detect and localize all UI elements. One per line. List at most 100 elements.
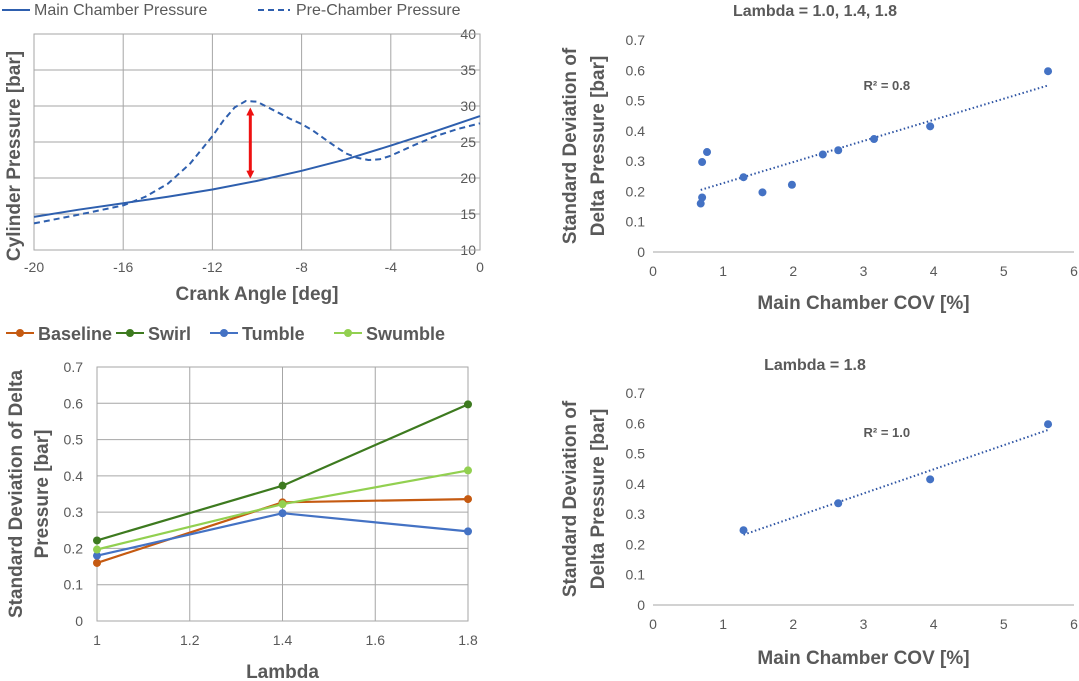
legend-tumble-label: Tumble xyxy=(242,324,305,344)
panel-scatter-lambda-1-8: 0 0.1 0.2 0.3 0.4 0.5 0.6 0.7 0 1 2 3 4 5 6 R² = 1.0 Lam… xyxy=(560,357,1078,669)
scatter-all-x-axis-title: Main Chamber COV [%] xyxy=(757,293,969,314)
scatter-all-data-point xyxy=(758,188,767,197)
lambda-plot-area xyxy=(96,366,469,622)
scatter-all-data-point xyxy=(787,180,796,189)
lambda-xtick-label: 1.2 xyxy=(180,632,200,648)
scatter-18-xtick-label: 3 xyxy=(860,616,868,632)
swumble-data-point xyxy=(464,466,472,475)
scatter-18-xtick-label: 4 xyxy=(930,616,938,632)
panel-scatter-all-lambdas: 0 0.1 0.2 0.3 0.4 0.5 0.6 0.7 0 1 2 3 4 5 6 R² = 0.8 Lam… xyxy=(560,3,1078,314)
pressure-xtick-label: -4 xyxy=(385,259,398,275)
legend-swirl-label: Swirl xyxy=(148,324,191,344)
swirl-data-point xyxy=(278,481,287,490)
scatter-18-data-point xyxy=(739,526,748,535)
pressure-xtick-label: -16 xyxy=(113,259,133,275)
scatter-18-ytick-label: 0.2 xyxy=(626,536,646,552)
scatter-all-ytick-label: 0.2 xyxy=(626,183,646,199)
scatter-all-data-point xyxy=(1044,67,1053,76)
scatter-all-y-axis-title-line-2: Delta Pressure [bar] xyxy=(588,56,609,237)
legend-baseline-label: Baseline xyxy=(38,324,112,344)
lambda-xtick-label: 1 xyxy=(93,632,101,648)
legend-swirl-swatch-marker xyxy=(126,329,134,337)
scatter-18-ytick-label: 0 xyxy=(637,597,645,613)
scatter-all-title: Lambda = 1.0, 1.4, 1.8 xyxy=(733,3,897,20)
pressure-ytick-label: 15 xyxy=(460,206,476,222)
scatter-18-xtick-label: 1 xyxy=(719,616,727,632)
baseline-data-point xyxy=(464,495,472,504)
scatter-all-data-point xyxy=(834,146,843,155)
scatter-all-xtick-label: 0 xyxy=(649,263,657,279)
pressure-xtick-label: -8 xyxy=(295,259,308,275)
scatter-18-r2-label: R² = 1.0 xyxy=(864,425,911,440)
scatter-18-ytick-label: 0.1 xyxy=(626,567,646,583)
lambda-ytick-label: 0 xyxy=(75,613,83,629)
lambda-y-axis-title-line-2: Pressure [bar] xyxy=(32,430,53,559)
scatter-all-data-point xyxy=(698,193,707,202)
pressure-ytick-label: 35 xyxy=(460,62,476,78)
swirl-data-point xyxy=(93,536,101,545)
lambda-xtick-label: 1.8 xyxy=(458,632,478,648)
scatter-18-ytick-label: 0.6 xyxy=(626,415,646,431)
legend-tumble-swatch-marker xyxy=(220,329,228,337)
scatter-18-xtick-label: 6 xyxy=(1070,616,1078,632)
scatter-18-ytick-label: 0.5 xyxy=(626,446,646,462)
scatter-all-ytick-label: 0.1 xyxy=(626,214,646,230)
pressure-ytick-label: 25 xyxy=(460,134,476,150)
scatter-all-data-point xyxy=(870,135,879,144)
scatter-all-ytick-label: 0.7 xyxy=(626,32,646,48)
tumble-data-point xyxy=(464,527,472,536)
tumble-data-point xyxy=(93,551,101,560)
legend-baseline-swatch-marker xyxy=(16,329,24,337)
scatter-18-trendline xyxy=(743,429,1049,536)
scatter-all-xtick-label: 1 xyxy=(719,263,727,279)
scatter-all-ytick-label: 0 xyxy=(637,244,645,260)
pre-chamber-pressure-line xyxy=(33,100,481,225)
lambda-ytick-label: 0.5 xyxy=(64,432,84,448)
pressure-y-axis-title: Cylinder Pressure [bar] xyxy=(4,51,25,261)
legend-pre-chamber-label: Pre-Chamber Pressure xyxy=(296,2,461,19)
lambda-ytick-label: 0.3 xyxy=(64,504,84,520)
lambda-ytick-label: 0.6 xyxy=(64,395,84,411)
scatter-all-data-point xyxy=(703,148,712,157)
scatter-all-xtick-label: 2 xyxy=(789,263,797,279)
scatter-all-ytick-label: 0.5 xyxy=(626,93,646,109)
scatter-all-ytick-label: 0.4 xyxy=(626,123,646,139)
scatter-18-data-point xyxy=(834,499,843,508)
baseline-data-point xyxy=(93,558,101,567)
pressure-xtick-label: -12 xyxy=(202,259,222,275)
swumble-data-point xyxy=(93,545,101,554)
scatter-all-r2-label: R² = 0.8 xyxy=(864,78,911,93)
scatter-18-ytick-label: 0.3 xyxy=(626,506,646,522)
scatter-18-data-point xyxy=(1044,420,1053,429)
scatter-all-data-point xyxy=(818,150,827,159)
scatter-all-y-axis-title-line-1: Standard Deviation of xyxy=(560,47,581,244)
pressure-plot-area xyxy=(33,33,481,251)
lambda-x-axis-title: Lambda xyxy=(246,662,319,681)
lambda-ytick-label: 0.7 xyxy=(64,359,84,375)
main-chamber-pressure-line xyxy=(33,115,481,218)
lambda-ytick-label: 0.1 xyxy=(64,577,84,593)
swirl-data-point xyxy=(464,400,472,409)
scatter-18-ytick-label: 0.7 xyxy=(626,385,646,401)
scatter-all-ytick-label: 0.3 xyxy=(626,153,646,169)
scatter-all-data-point xyxy=(696,199,705,208)
legend-main-chamber-label: Main Chamber Pressure xyxy=(34,2,208,19)
scatter-all-data-point xyxy=(698,158,707,167)
pressure-ytick-label: 30 xyxy=(460,98,476,114)
scatter-18-y-axis-title-line-1: Standard Deviation of xyxy=(560,400,581,597)
lambda-xtick-label: 1.6 xyxy=(366,632,386,648)
lambda-y-axis-title-line-1: Standard Deviation of Delta xyxy=(6,370,27,619)
panel-lambda-lines: 0 0.1 0.2 0.3 0.4 0.5 0.6 0.7 1 1.2 1.4 1.6 1.8 Basel… xyxy=(6,324,478,681)
scatter-18-y-axis-title-line-2: Delta Pressure [bar] xyxy=(588,409,609,590)
scatter-18-xtick-label: 5 xyxy=(1000,616,1008,632)
lambda-ytick-label: 0.4 xyxy=(64,468,84,484)
scatter-18-title: Lambda = 1.8 xyxy=(764,357,866,374)
lambda-xtick-label: 1.4 xyxy=(273,632,293,648)
pressure-ytick-label: 20 xyxy=(460,170,476,186)
scatter-all-xtick-label: 6 xyxy=(1070,263,1078,279)
scatter-all-ytick-label: 0.6 xyxy=(626,62,646,78)
scatter-18-xtick-label: 0 xyxy=(649,616,657,632)
scatter-18-x-axis-title: Main Chamber COV [%] xyxy=(757,648,969,669)
